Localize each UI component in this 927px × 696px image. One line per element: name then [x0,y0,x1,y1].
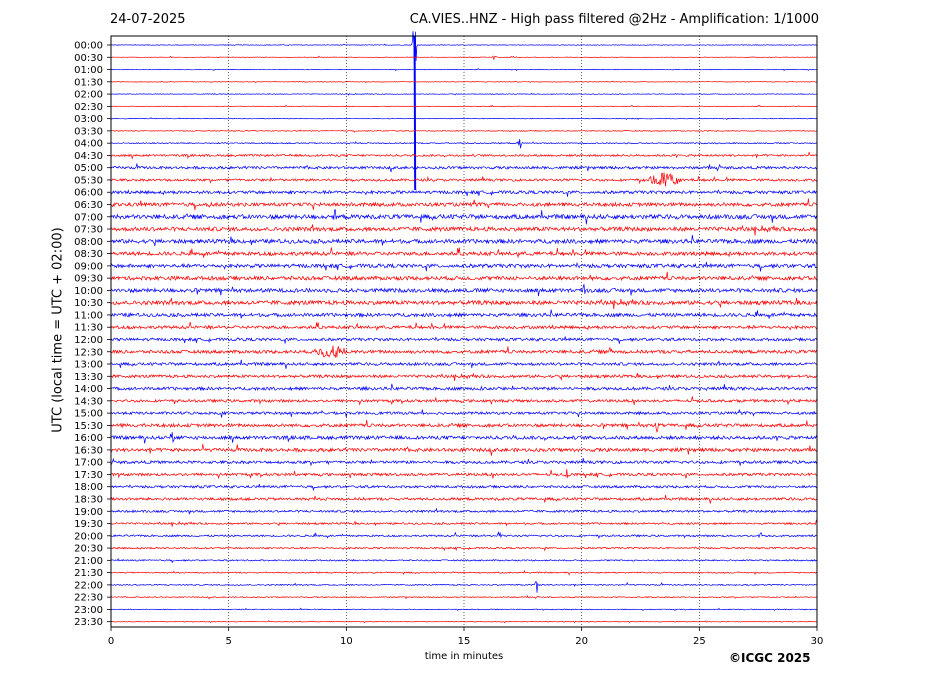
y-tick-label-1230: 12:30 [74,347,103,358]
y-tick-label-1800: 18:00 [74,482,103,493]
y-tick-label-0200: 02:00 [74,90,103,101]
y-tick-label-1430: 14:30 [74,396,103,407]
y-tick-label-2030: 20:30 [74,544,103,555]
y-tick-label-1500: 15:00 [74,409,103,420]
copyright-label: ©ICGC 2025 [729,651,811,665]
y-tick-label-2330: 23:30 [74,617,103,628]
trace-row-0430 [110,151,818,160]
y-tick-label-1830: 18:30 [74,494,103,505]
trace-row-0330 [111,129,818,133]
y-tick-label-0430: 04:30 [74,151,103,162]
y-tick-label-1100: 11:00 [74,310,103,321]
y-tick-label-2200: 22:00 [74,580,103,591]
y-tick-label-1000: 10:00 [74,286,103,297]
y-tick-label-0730: 07:30 [74,225,103,236]
y-tick-label-0600: 06:00 [74,188,103,199]
x-axis-label: time in minutes [424,651,504,662]
y-tick-label-1400: 14:00 [74,384,103,395]
y-tick-label-2130: 21:30 [74,568,103,579]
trace-row-0400 [110,138,818,149]
y-tick-label-1200: 12:00 [74,335,103,346]
y-tick-label-0230: 02:30 [74,102,103,113]
grid-lines [228,36,700,627]
y-tick-label-0130: 01:30 [74,77,103,88]
y-tick-label-0400: 04:00 [74,139,103,150]
trace-row-1830 [110,495,818,504]
trace-row-2200 [110,581,818,593]
y-tick-label-0500: 05:00 [74,163,103,174]
y-tick-label-1900: 19:00 [74,507,103,518]
trace-row-1500 [110,409,818,418]
y-tick-label-1530: 15:30 [74,421,103,432]
y-tick-label-0300: 03:00 [74,114,103,125]
y-tick-label-0700: 07:00 [74,212,103,223]
trace-row-1130 [110,321,818,332]
y-tick-label-1600: 16:00 [74,433,103,444]
x-tick-label-5: 5 [225,636,231,647]
y-tick-label-1930: 19:30 [74,519,103,530]
x-tick-label-15: 15 [458,636,471,647]
trace-row-0500 [110,163,818,173]
x-tick-label-25: 25 [693,636,706,647]
y-tick-label-0900: 09:00 [74,261,103,272]
y-tick-label-1330: 13:30 [74,372,103,383]
trace-row-1730 [110,468,818,480]
plot-frame [110,35,818,628]
y-tick-label-1630: 16:30 [74,445,103,456]
trace-row-0230 [111,104,818,108]
y-tick-label-2000: 20:00 [74,531,103,542]
y-tick-label-0100: 01:00 [74,65,103,76]
x-tick-label-20: 20 [575,636,588,647]
trace-row-0800 [110,234,818,246]
trace-row-1100 [110,309,818,319]
trace-row-0900 [110,261,818,272]
trace-row-2130 [110,569,818,576]
y-tick-label-1130: 11:30 [74,323,103,334]
trace-row-1330 [110,372,818,381]
large-spike-mark [413,35,417,191]
trace-row-1200 [110,336,818,344]
y-tick-label-0000: 00:00 [74,41,103,52]
trace-row-1930 [110,519,818,527]
x-tick-label-30: 30 [811,636,824,647]
y-tick-label-2300: 23:00 [74,605,103,616]
trace-row-1400 [110,383,818,392]
trace-row-0730 [110,224,818,236]
y-tick-label-1300: 13:00 [74,360,103,371]
y-tick-label-0630: 06:30 [74,200,103,211]
y-tick-label-1030: 10:30 [74,298,103,309]
trace-row-1430 [110,396,818,406]
y-tick-label-1730: 17:30 [74,470,103,481]
date-label: 24-07-2025 [110,12,186,27]
trace-group [110,31,818,624]
y-tick-label-0530: 05:30 [74,175,103,186]
x-tick-label-0: 0 [108,636,114,647]
y-tick-label-2230: 22:30 [74,593,103,604]
y-tick-label-0330: 03:30 [74,126,103,137]
y-tick-label-1700: 17:00 [74,458,103,469]
y-tick-label-0830: 08:30 [74,249,103,260]
trace-row-0300 [110,117,817,121]
trace-row-2030 [110,546,818,552]
y-tick-label-0930: 09:30 [74,274,103,285]
y-tick-label-2100: 21:00 [74,556,103,567]
y-tick-label-0800: 08:00 [74,237,103,248]
y-tick-label-0030: 00:30 [74,53,103,64]
chart-title: CA.VIES..HNZ - High pass filtered @2Hz -… [409,12,819,27]
trace-row-1300 [110,359,818,369]
x-tick-label-10: 10 [340,636,353,647]
